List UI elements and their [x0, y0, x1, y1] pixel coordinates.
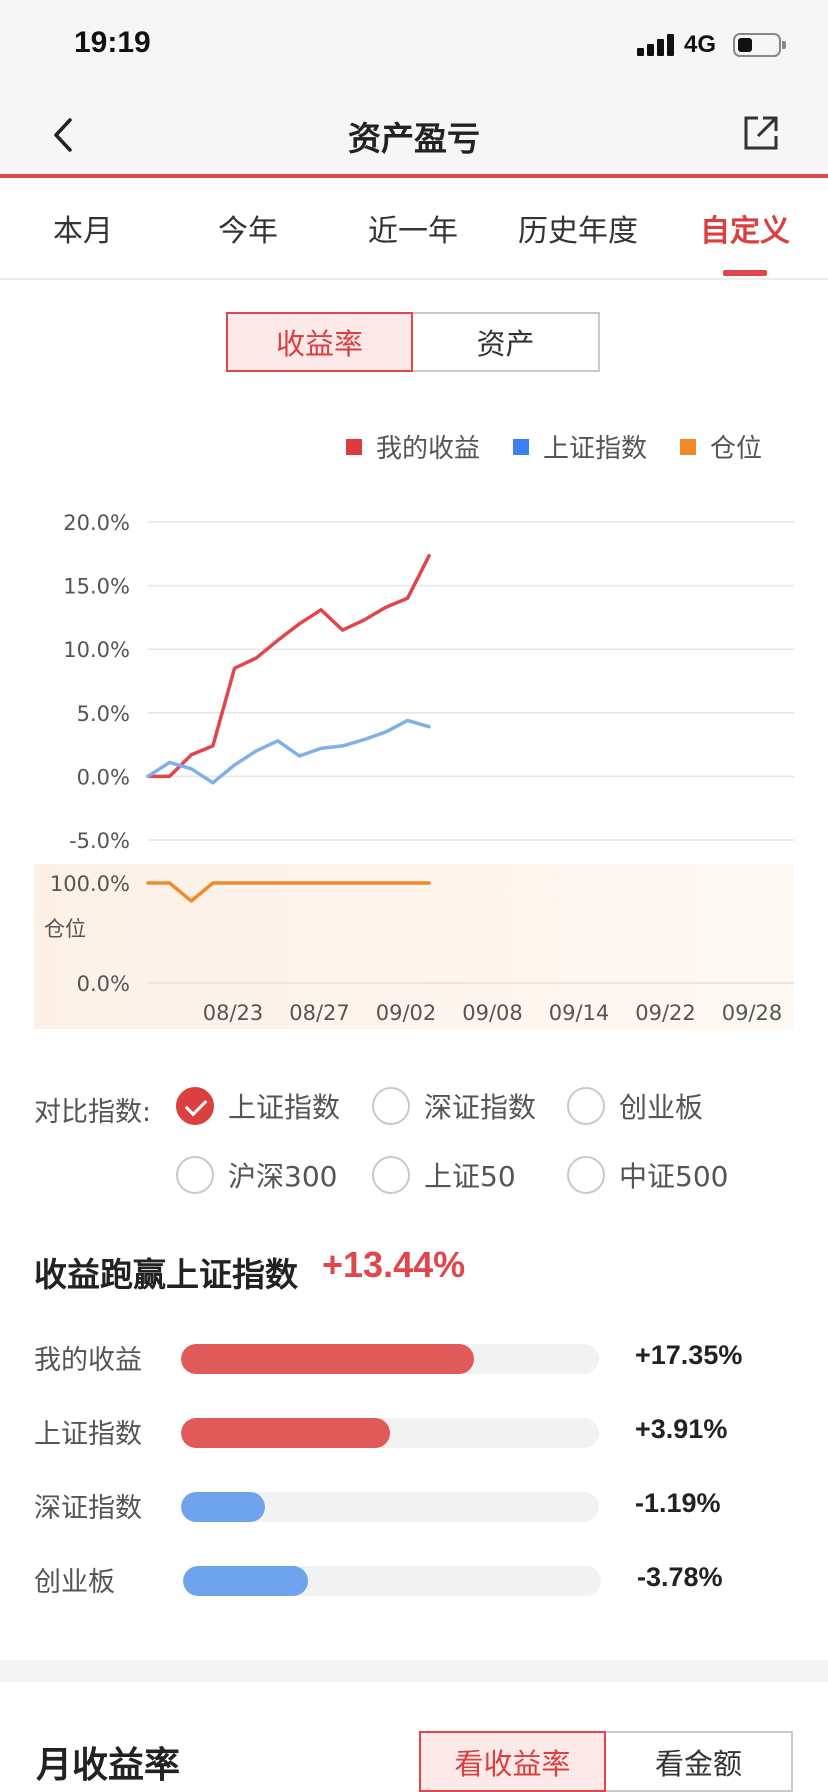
status-time: 19:19 [74, 26, 151, 59]
x-tick-label: 09/14 [549, 1001, 610, 1025]
position-y-tick-label: 100.0% [50, 872, 130, 896]
comparison-value: +3.91% [635, 1414, 728, 1444]
legend-swatch [680, 438, 696, 455]
comparison-value: -3.78% [637, 1562, 723, 1592]
beat-title: 收益跑赢上证指数 [34, 1255, 298, 1294]
comparison-bar-fill [183, 1566, 309, 1596]
y-tick-label: -5.0% [69, 829, 130, 853]
comparison-bar-fill [181, 1344, 474, 1374]
radio-circle-icon [567, 1156, 605, 1194]
comparison-label: 上证指数 [34, 1419, 142, 1450]
legend-label: 上证指数 [543, 434, 648, 464]
tab-last-year[interactable]: 近一年 [368, 214, 458, 249]
comparison-label: 创业板 [34, 1567, 115, 1598]
comparison-label: 我的收益 [34, 1345, 142, 1376]
view-toggle: 收益率 资产 [226, 312, 600, 372]
radio-label: 深证指数 [424, 1091, 537, 1124]
section-divider [0, 1660, 828, 1682]
x-tick-label: 08/27 [289, 1001, 350, 1025]
x-tick-label: 09/02 [376, 1001, 437, 1025]
radio-gem[interactable]: 创业板 [567, 1086, 703, 1126]
comparison-bar-track [181, 1418, 599, 1448]
share-icon [744, 116, 778, 150]
toggle-return-rate[interactable]: 收益率 [226, 312, 413, 372]
monthly-toggle: 看收益率 看金额 [419, 1731, 793, 1792]
radio-circle-icon [372, 1087, 410, 1125]
status-bar: 19:19 4G [0, 0, 828, 92]
radio-zz500[interactable]: 中证500 [567, 1155, 728, 1195]
radio-hs300[interactable]: 沪深300 [176, 1155, 337, 1195]
y-tick-label: 20.0% [63, 511, 130, 535]
radio-sh50[interactable]: 上证50 [372, 1155, 516, 1195]
battery-icon [733, 33, 786, 57]
x-tick-label: 09/28 [722, 1001, 783, 1025]
tab-indicator [723, 270, 767, 276]
legend-swatch [346, 438, 362, 455]
x-tick-label: 09/08 [462, 1001, 523, 1025]
comparison-bar-track [181, 1344, 599, 1374]
return-chart: 20.0% 15.0% 10.0% 5.0% 0.0% -5.0% 100.0% 0.0% 0… [34, 511, 794, 1029]
comparison-value: -1.19% [635, 1488, 721, 1518]
comparison-bar-track [181, 1492, 599, 1522]
series-line [146, 718, 431, 785]
comparison-bar-fill [181, 1492, 265, 1522]
comparison-row: 深证指数 -1.19% [0, 1486, 828, 1526]
beat-value: +13.44% [322, 1244, 466, 1285]
radio-sz-index[interactable]: 深证指数 [372, 1086, 536, 1126]
checkbox-checked-icon [176, 1087, 214, 1125]
comparison-row: 上证指数 +3.91% [0, 1412, 828, 1452]
x-tick-label: 08/23 [203, 1001, 264, 1025]
comparison-row: 我的收益 +17.35% [0, 1338, 828, 1378]
toggle-view-rate[interactable]: 看收益率 [419, 1731, 606, 1792]
radio-label: 上证50 [424, 1160, 516, 1193]
network-type: 4G [684, 31, 717, 58]
radio-label: 创业板 [619, 1091, 704, 1124]
monthly-return-title: 月收益率 [36, 1745, 181, 1786]
comparison-bar-fill [181, 1418, 390, 1448]
x-tick-label: 09/22 [635, 1001, 696, 1025]
comparison-value: +17.35% [635, 1340, 743, 1370]
share-button[interactable] [736, 108, 786, 158]
comparison-row: 创业板 -3.78% [0, 1560, 828, 1600]
radio-label: 上证指数 [228, 1091, 341, 1124]
y-tick-label: 0.0% [77, 765, 130, 789]
radio-sh-index[interactable]: 上证指数 [176, 1086, 340, 1126]
legend-item-my-return: 我的收益 [346, 428, 480, 465]
period-tabs: 本月 今年 近一年 历史年度 自定义 [0, 182, 828, 280]
position-y-tick-label: 0.0% [77, 972, 130, 996]
legend-item-position: 仓位 [680, 428, 762, 465]
compare-label: 对比指数: [34, 1097, 152, 1128]
legend-label: 我的收益 [376, 434, 481, 464]
y-tick-label: 15.0% [63, 575, 130, 599]
comparison-label: 深证指数 [34, 1493, 142, 1524]
tab-custom[interactable]: 自定义 [700, 214, 790, 249]
legend-item-sh-index: 上证指数 [513, 428, 647, 465]
series-line [146, 553, 431, 779]
toggle-assets[interactable]: 资产 [413, 312, 600, 372]
position-axis-label: 仓位 [44, 917, 86, 941]
radio-label: 沪深300 [228, 1160, 338, 1193]
radio-circle-icon [567, 1087, 605, 1125]
radio-circle-icon [176, 1156, 214, 1194]
toggle-view-amount[interactable]: 看金额 [606, 1731, 793, 1792]
signal-icon [637, 34, 675, 56]
y-tick-label: 5.0% [77, 702, 130, 726]
legend-swatch [513, 438, 529, 455]
chevron-left-icon [54, 118, 72, 152]
position-series-line [146, 881, 431, 903]
nav-bar: 资产盈亏 [0, 92, 828, 178]
back-button[interactable] [40, 110, 90, 160]
position-panel-bg [34, 864, 794, 1029]
y-tick-label: 10.0% [63, 638, 130, 662]
tab-this-year[interactable]: 今年 [218, 214, 278, 249]
tab-history-year[interactable]: 历史年度 [518, 214, 638, 249]
tab-this-month[interactable]: 本月 [53, 214, 113, 249]
legend-label: 仓位 [710, 434, 763, 464]
radio-circle-icon [372, 1156, 410, 1194]
page-title: 资产盈亏 [348, 119, 480, 158]
radio-label: 中证500 [619, 1160, 729, 1193]
comparison-bar-track [183, 1566, 601, 1596]
